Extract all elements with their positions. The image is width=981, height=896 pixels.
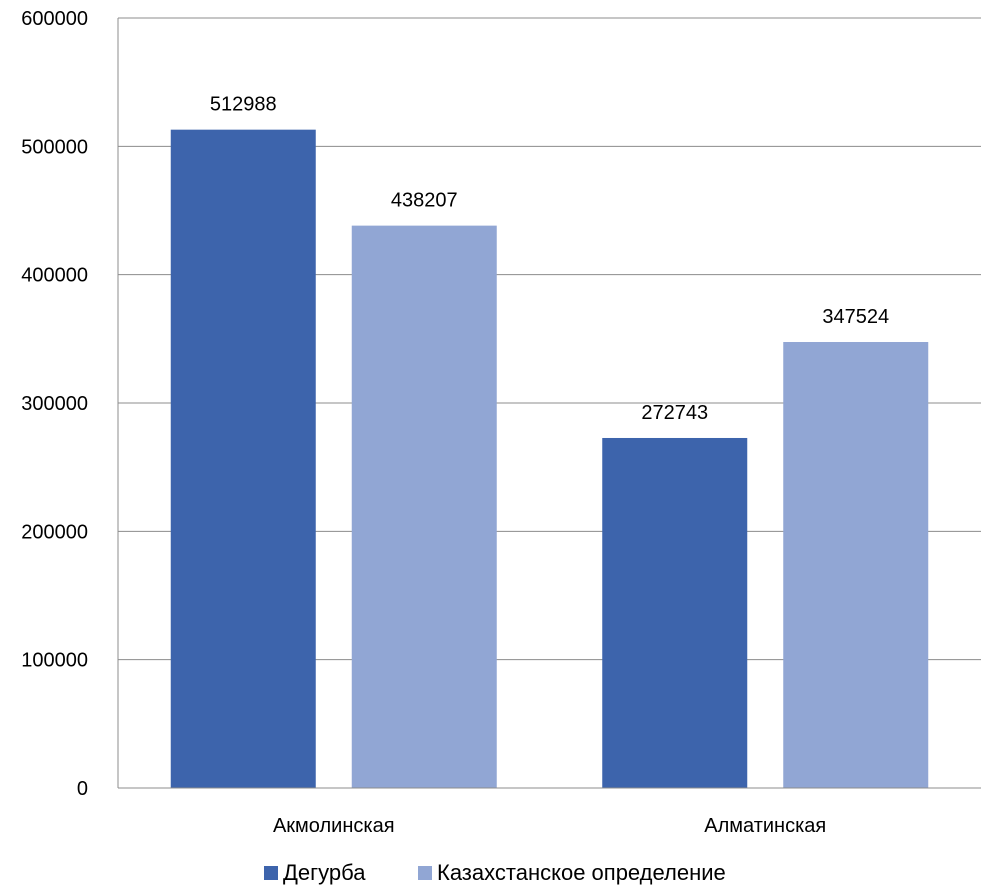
axes (117, 18, 981, 789)
legend-label: Дегурба (283, 860, 366, 885)
y-axis-tick-labels: 0 100000 200000 300000 400000 500000 600000 (21, 8, 88, 800)
y-tick-label: 200000 (21, 521, 88, 543)
bar (351, 225, 497, 789)
x-category-label: Акмолинская (273, 815, 395, 837)
y-tick-label: 600000 (21, 8, 88, 30)
legend-swatch (264, 866, 278, 880)
data-labels: 512988 438207 272743 347524 (210, 94, 889, 424)
bars (170, 129, 929, 789)
bar (783, 342, 929, 788)
legend: Дегурба Казахстанское определение (264, 860, 726, 885)
data-label: 438207 (391, 190, 458, 212)
y-tick-label: 400000 (21, 265, 88, 287)
x-axis-category-labels: Акмолинская Алматинская (273, 815, 826, 837)
y-tick-label: 0 (77, 778, 88, 800)
bar (602, 437, 748, 788)
y-tick-label: 300000 (21, 393, 88, 415)
x-category-label: Алматинская (704, 815, 826, 837)
data-label: 512988 (210, 94, 277, 116)
legend-swatch (418, 866, 432, 880)
bar (170, 129, 316, 788)
legend-label: Казахстанское определение (437, 860, 726, 885)
y-tick-label: 500000 (21, 136, 88, 158)
data-label: 272743 (641, 402, 708, 424)
y-tick-label: 100000 (21, 650, 88, 672)
data-label: 347524 (822, 306, 889, 328)
